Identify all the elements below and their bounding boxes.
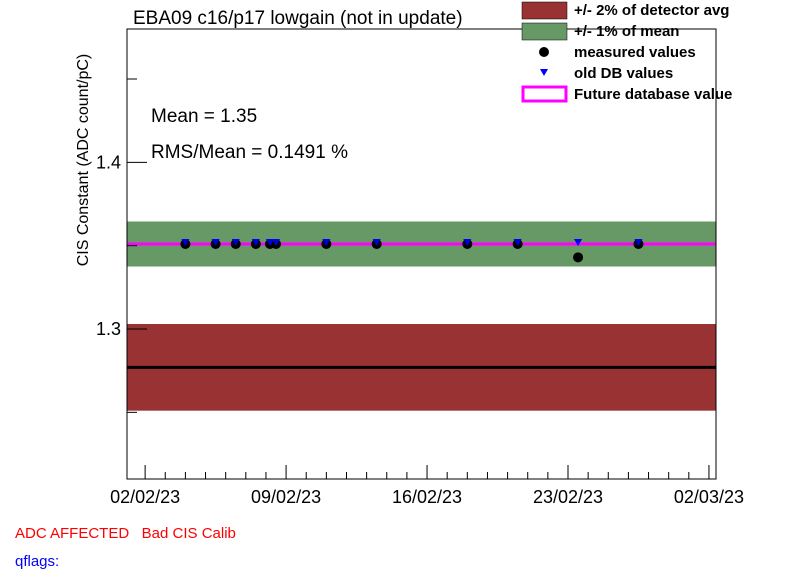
y-tick-label: 1.3	[96, 319, 121, 339]
x-tick-label: 09/02/23	[251, 487, 321, 507]
legend-swatch	[521, 22, 568, 41]
old-db-marker-overlay	[211, 239, 220, 246]
x-tick-label: 02/02/23	[110, 487, 180, 507]
x-tick-label: 16/02/23	[392, 487, 462, 507]
ticks: 02/02/23 09/02/23 16/02/23 23/02/23 02/03/23…	[96, 78, 744, 507]
markers	[180, 239, 644, 263]
x-tick-label: 02/03/23	[674, 487, 744, 507]
legend-marker-circle	[539, 47, 549, 57]
stat-mean: Mean = 1.35	[151, 106, 257, 127]
adc-status-text: ADC AFFECTED Bad CIS Calib	[15, 525, 236, 542]
axes	[126, 28, 717, 480]
plot-frame	[126, 28, 717, 480]
legend-label: old DB values	[574, 65, 673, 82]
old-db-marker-overlay	[463, 239, 472, 246]
old-db-marker-overlay	[513, 239, 522, 246]
qflags-label: qflags:	[15, 553, 60, 570]
old-db-marker-overlay	[322, 239, 331, 246]
old-db-marker-overlay	[181, 239, 190, 246]
old-db-marker-overlay	[251, 239, 260, 246]
legend-marker-triangle	[540, 69, 548, 76]
chart-title: EBA09 c16/p17 lowgain (not in update)	[133, 8, 463, 29]
legend: +/- 2% of detector avg +/- 1% of mean meas…	[521, 1, 732, 103]
stat-rms: RMS/Mean = 0.1491 %	[151, 142, 348, 163]
y-axis-label: CIS Constant (ADC count/pC)	[75, 54, 92, 267]
old-db-marker-overlay	[265, 239, 274, 246]
legend-label: +/- 1% of mean	[574, 23, 679, 40]
reference-lines	[127, 242, 716, 369]
measured-marker	[573, 252, 584, 263]
legend-label: measured values	[574, 44, 696, 61]
legend-swatch-line	[521, 85, 568, 103]
y-tick-label: 1.4	[96, 152, 121, 172]
old-db-marker-overlay	[272, 239, 281, 246]
legend-label: Future database value	[574, 86, 732, 103]
old-db-marker-overlay	[372, 239, 381, 246]
legend-label: +/- 2% of detector avg	[574, 2, 729, 19]
old-db-marker-overlay	[634, 239, 643, 246]
old-db-marker-overlay	[574, 239, 583, 246]
bands	[127, 221, 716, 411]
legend-swatch	[521, 1, 568, 20]
old-db-marker-overlay	[231, 239, 240, 246]
x-tick-label: 23/02/23	[533, 487, 603, 507]
